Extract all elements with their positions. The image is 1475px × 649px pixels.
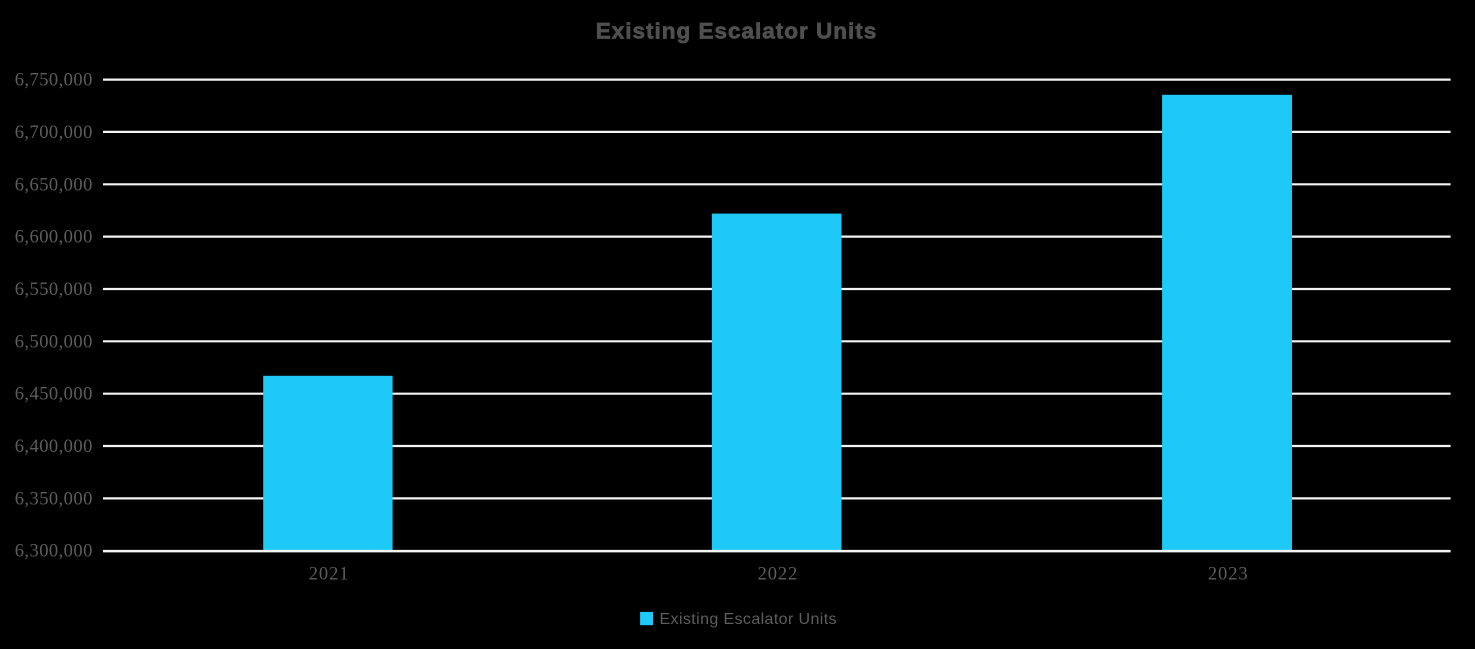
svg-text:6,400,000: 6,400,000	[15, 437, 93, 457]
svg-text:Existing Escalator Units: Existing Escalator Units	[596, 19, 878, 44]
svg-text:6,750,000: 6,750,000	[15, 71, 93, 91]
svg-text:6,700,000: 6,700,000	[15, 123, 93, 143]
svg-text:2023: 2023	[1208, 565, 1249, 585]
svg-text:6,650,000: 6,650,000	[15, 175, 93, 195]
svg-text:2022: 2022	[758, 565, 799, 585]
svg-text:6,350,000: 6,350,000	[15, 489, 93, 509]
svg-text:2021: 2021	[309, 565, 350, 585]
svg-text:6,600,000: 6,600,000	[15, 228, 93, 248]
svg-text:6,300,000: 6,300,000	[15, 542, 93, 562]
svg-text:6,450,000: 6,450,000	[15, 385, 93, 405]
svg-text:Existing Escalator Units: Existing Escalator Units	[660, 611, 837, 628]
svg-text:6,550,000: 6,550,000	[15, 280, 93, 300]
svg-text:6,500,000: 6,500,000	[15, 332, 93, 352]
